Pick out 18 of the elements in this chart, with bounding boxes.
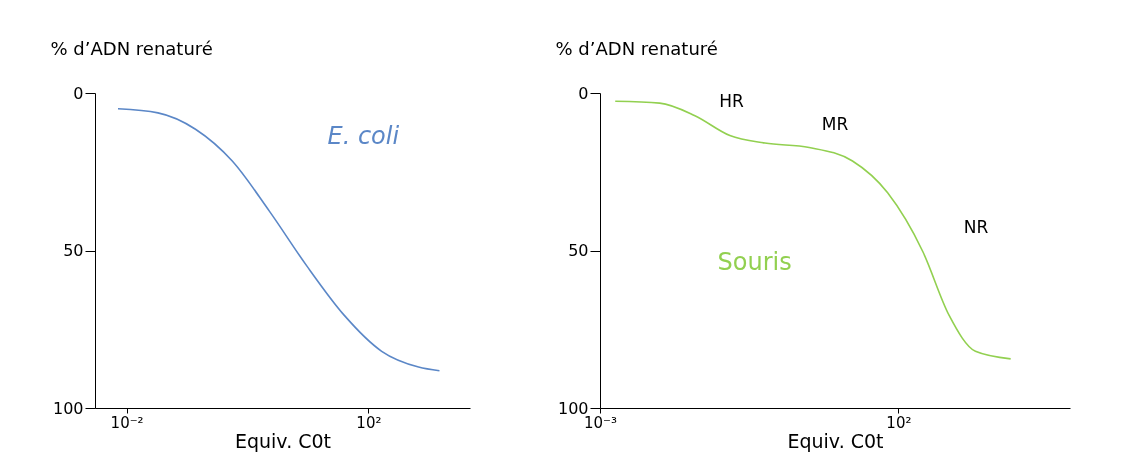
y-tick-label: 100 bbox=[52, 398, 84, 418]
text: Souris bbox=[717, 248, 792, 277]
y-tick-label: 50 bbox=[63, 241, 84, 260]
y-tick-label: 0 bbox=[73, 83, 84, 103]
y-axis-title: % d’ADN renaturé bbox=[555, 37, 718, 59]
y-tick-label: 0 bbox=[578, 83, 589, 103]
annotation: MR bbox=[821, 113, 849, 134]
y-axis-title: % d’ADN renaturé bbox=[50, 37, 213, 59]
annotation: NR bbox=[963, 217, 989, 238]
x-axis-title: Equiv. C0t bbox=[787, 429, 884, 452]
x-tick-label: 10² bbox=[886, 413, 912, 432]
y-tick-label: 50 bbox=[568, 241, 589, 260]
x-tick-label: 10⁻³ bbox=[583, 413, 618, 432]
annotation: HR bbox=[719, 91, 745, 112]
text: E. coli bbox=[327, 122, 400, 151]
x-tick-label: 10² bbox=[356, 413, 382, 432]
x-axis-title: Equiv. C0t bbox=[234, 429, 332, 452]
x-tick-label: 10⁻² bbox=[110, 413, 144, 432]
